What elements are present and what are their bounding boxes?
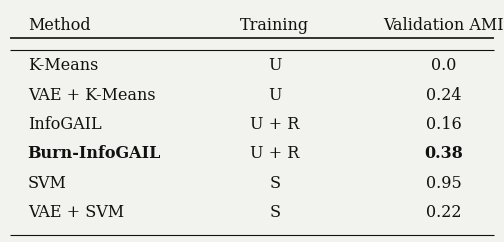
Text: Training: Training bbox=[240, 17, 309, 34]
Text: S: S bbox=[269, 204, 280, 221]
Text: K-Means: K-Means bbox=[28, 57, 98, 74]
Text: 0.0: 0.0 bbox=[431, 57, 456, 74]
Text: U + R: U + R bbox=[250, 116, 299, 133]
Text: 0.95: 0.95 bbox=[426, 174, 461, 191]
Text: SVM: SVM bbox=[28, 174, 67, 191]
Text: 0.22: 0.22 bbox=[426, 204, 461, 221]
Text: Validation AMI: Validation AMI bbox=[383, 17, 504, 34]
Text: U + R: U + R bbox=[250, 145, 299, 162]
Text: U: U bbox=[268, 87, 281, 104]
Text: 0.24: 0.24 bbox=[426, 87, 461, 104]
Text: 0.38: 0.38 bbox=[424, 145, 463, 162]
Text: Burn-InfoGAIL: Burn-InfoGAIL bbox=[28, 145, 161, 162]
Text: Method: Method bbox=[28, 17, 90, 34]
Text: U: U bbox=[268, 57, 281, 74]
Text: InfoGAIL: InfoGAIL bbox=[28, 116, 101, 133]
Text: VAE + SVM: VAE + SVM bbox=[28, 204, 124, 221]
Text: S: S bbox=[269, 174, 280, 191]
Text: 0.16: 0.16 bbox=[426, 116, 461, 133]
Text: VAE + K-Means: VAE + K-Means bbox=[28, 87, 155, 104]
